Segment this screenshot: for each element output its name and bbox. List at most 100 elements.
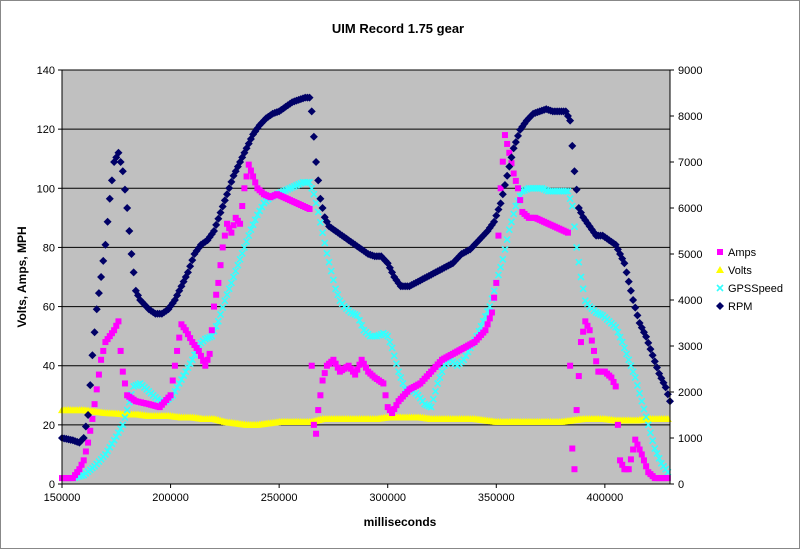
data-point [107,176,116,185]
data-point [625,356,633,364]
legend-entry: Amps [728,247,757,259]
data-point [514,131,522,140]
data-point [116,158,125,166]
data-point-stroke [236,255,244,263]
data-point [81,422,90,431]
data-point [486,315,493,322]
data-point-stroke [106,443,114,451]
data-point [492,211,501,220]
data-point [85,439,92,446]
data-point [655,454,663,462]
data-point [620,259,629,268]
data-point [642,332,651,341]
data-point [644,421,652,429]
data-point [88,351,97,360]
data-point [314,176,323,185]
data-point-stroke [505,226,513,234]
data-point [95,371,102,378]
data-point [310,190,318,198]
data-point-stroke [618,338,626,346]
data-point-stroke [655,454,663,462]
data-point-stroke [512,202,520,210]
data-point [218,202,227,211]
data-point [510,210,518,218]
x-tick-label: 400000 [586,492,623,504]
data-point-stroke [562,187,570,195]
data-point [612,383,619,390]
data-point [250,173,257,180]
data-point [176,334,183,341]
data-point-stroke [358,321,366,329]
y2-tick-label: 0 [678,479,684,491]
data-point [202,362,209,369]
data-point [219,244,226,251]
data-point [570,167,579,176]
data-point [510,170,517,177]
data-point [627,456,634,463]
data-point [496,199,505,208]
data-point [104,447,112,455]
data-point [211,303,217,310]
y2-tick-label: 8000 [678,111,702,123]
data-point [309,132,318,141]
data-point [506,149,513,156]
data-point [305,93,314,102]
data-point-stroke [312,199,320,207]
data-point [593,358,600,365]
data-point [505,226,513,234]
data-point [220,196,229,205]
data-point [79,434,88,442]
data-point [499,255,507,263]
data-point [391,406,398,413]
data-point [127,250,136,258]
data-point [573,243,581,251]
data-point [462,352,470,360]
data-point [312,199,320,207]
data-point-stroke [464,348,472,356]
data-point [214,214,223,223]
data-point-stroke [462,352,470,360]
data-point [330,356,337,363]
data-point [588,337,595,344]
data-point-stroke [592,308,600,317]
data-point [91,401,98,408]
data-point [634,441,641,448]
data-point [512,202,520,210]
data-point [616,333,624,341]
data-point [313,430,320,437]
data-point-stroke [481,312,489,320]
data-point [318,204,327,212]
data-point-stroke [240,243,248,251]
data-point [649,437,657,445]
data-point-stroke [629,368,637,376]
y-axis-title: Volts, Amps, MPH [15,226,29,327]
data-point [84,411,93,419]
y2-tick-label: 1000 [678,433,702,445]
data-point [227,177,236,186]
data-point [121,413,129,422]
data-point-stroke [573,243,581,251]
data-point [78,461,85,468]
data-point [197,352,204,359]
legend-entry: GPSSpeed [728,283,783,295]
data-point [213,291,220,298]
data-point [243,237,251,246]
data-point [252,179,259,186]
data-point [508,160,515,167]
series-amps [59,132,671,482]
data-point-stroke [594,309,602,318]
data-point [460,356,468,364]
data-point [642,413,650,421]
data-point [219,303,227,312]
data-point-stroke [216,310,225,319]
data-point [652,363,661,372]
data-point-stroke [653,449,661,458]
data-point [167,392,174,399]
data-point-stroke [486,303,494,311]
data-point [646,345,655,354]
data-point [106,443,114,451]
x-tick-label: 300000 [369,492,406,504]
data-point [572,185,581,194]
data-point [108,440,116,448]
